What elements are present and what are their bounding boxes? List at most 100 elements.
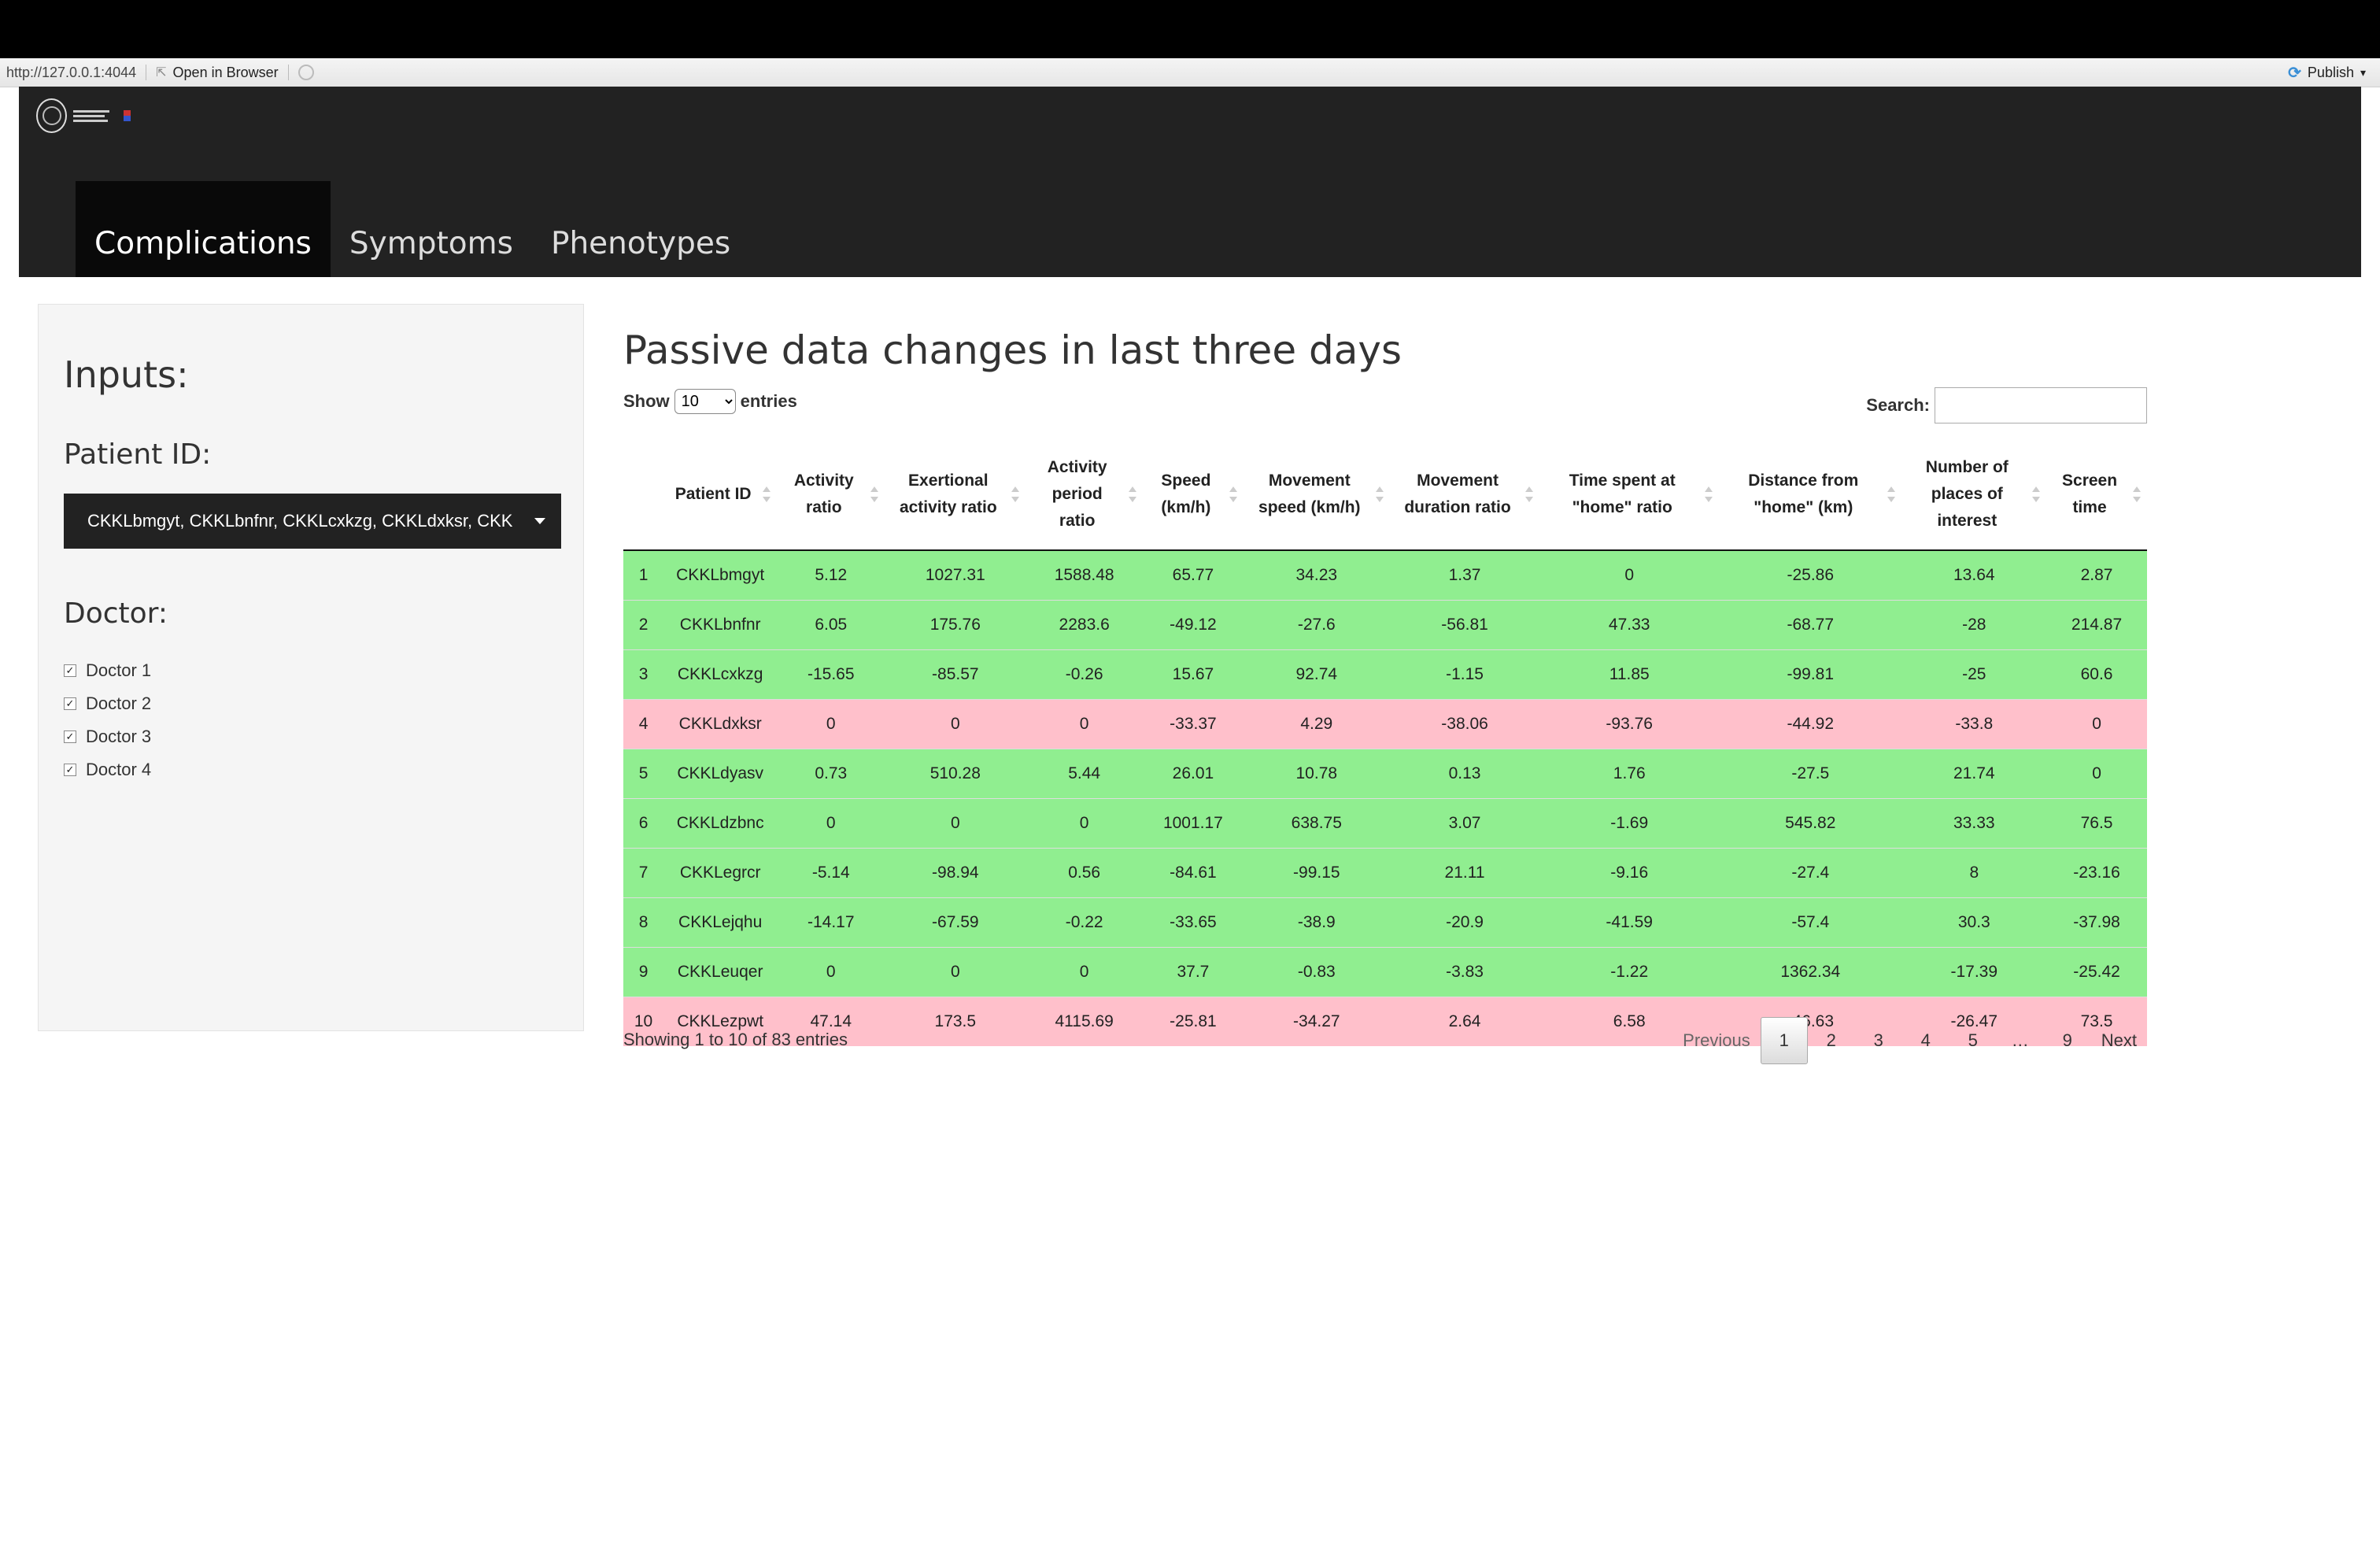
table-row[interactable]: 6 CKKLdzbnc 0 0 0 1001.17 638.75 3.07 -1.69 545.8… (623, 798, 2147, 849)
refresh-icon[interactable] (298, 65, 314, 80)
page-button-4[interactable]: 4 (1920, 1030, 1931, 1050)
table-cell: CKKLejqhu (663, 897, 778, 948)
publish-button[interactable]: ⟳ Publish ▾ (2288, 63, 2366, 83)
open-in-browser-button[interactable]: ⇱ Open in Browser (156, 65, 278, 81)
checkbox[interactable]: ✓ (64, 764, 76, 776)
tab-phenotypes[interactable]: Phenotypes (550, 226, 731, 261)
column-header[interactable]: Movement duration ratio (1389, 439, 1540, 551)
doctor-checkbox-item[interactable]: ✓ Doctor 1 (64, 654, 151, 687)
table-cell: -27.5 (1719, 749, 1902, 799)
doctor-checkbox-item[interactable]: ✓ Doctor 2 (64, 687, 151, 720)
table-cell: -85.57 (885, 649, 1026, 700)
column-header[interactable]: Number of places of interest (1901, 439, 2047, 551)
page-length-select[interactable]: 10 (674, 389, 736, 414)
table-cell: -1.69 (1539, 798, 1720, 849)
table-row[interactable]: 2 CKKLbnfnr 6.05 175.76 2283.6 -49.12 -27.6 -56… (623, 600, 2147, 650)
table-cell: -99.81 (1719, 649, 1902, 700)
doctor-label: Doctor: (64, 597, 168, 630)
table-cell: 1.37 (1389, 549, 1540, 601)
doctor-checkbox-item[interactable]: ✓ Doctor 3 (64, 720, 151, 753)
column-header[interactable]: Screen time (2046, 439, 2147, 551)
previous-page-button[interactable]: Previous (1683, 1030, 1750, 1050)
table-cell: 0 (885, 798, 1026, 849)
column-header[interactable]: Distance from "home" (km) (1719, 439, 1902, 551)
table-cell: 37.7 (1143, 947, 1244, 997)
table-cell: 2283.6 (1026, 600, 1144, 650)
next-page-button[interactable]: Next (2101, 1030, 2137, 1050)
column-header[interactable]: Activity period ratio (1026, 439, 1144, 551)
table-row[interactable]: 7 CKKLegrcr -5.14 -98.94 0.56 -84.61 -99.15 21.… (623, 848, 2147, 898)
table-cell: CKKLegrcr (663, 848, 778, 898)
table-cell: 6.05 (777, 600, 885, 650)
doctor-checkbox-item[interactable]: ✓ Doctor 4 (64, 753, 151, 786)
table-row[interactable]: 5 CKKLdyasv 0.73 510.28 5.44 26.01 10.78 0.13 1.… (623, 749, 2147, 799)
table-cell: -1.15 (1389, 649, 1540, 700)
logo-wordmark (73, 109, 110, 122)
nav-tabs: Complications Symptoms Phenotypes (76, 181, 749, 277)
column-header[interactable]: Time spent at "home" ratio (1539, 439, 1720, 551)
table-cell: 34.23 (1243, 549, 1390, 601)
row-index-cell: 1 (623, 549, 664, 601)
table-cell: 0.73 (777, 749, 885, 799)
tab-complications[interactable]: Complications (76, 181, 331, 277)
table-cell: 0.13 (1389, 749, 1540, 799)
column-header (623, 439, 664, 551)
table-cell: -46.63 (1719, 997, 1902, 1046)
doctor-checkbox-label: Doctor 2 (86, 693, 152, 713)
publish-icon: ⟳ (2288, 65, 2301, 82)
column-header[interactable]: Activity ratio (777, 439, 885, 551)
checkbox[interactable]: ✓ (64, 730, 76, 743)
table-cell: 2.87 (2046, 549, 2147, 601)
table-cell: 0 (885, 947, 1026, 997)
table-cell: 76.5 (2046, 798, 2147, 849)
patient-id-select[interactable]: CKKLbmgyt, CKKLbnfnr, CKKLcxkzg, CKKLdxk… (64, 494, 561, 549)
table-cell: 73.5 (2046, 997, 2147, 1046)
page-length-control: Show 10 entries (623, 389, 797, 414)
table-cell: 3.07 (1389, 798, 1540, 849)
table-row[interactable]: 1 CKKLbmgyt 5.12 1027.31 1588.48 65.77 34.23 1.… (623, 549, 2147, 601)
table-row[interactable]: 9 CKKLeuqer 0 0 0 37.7 -0.83 -3.83 -1.22 1362.34-… (623, 947, 2147, 997)
column-header[interactable]: Movement speed (km/h) (1243, 439, 1390, 551)
column-header-label: Time spent at "home" ratio (1569, 472, 1676, 516)
navbar: Complications Symptoms Phenotypes (19, 87, 2361, 277)
pagination: Previous 1 2 3 4 5 … 9 Next (1672, 1017, 2147, 1064)
table-cell: -41.59 (1539, 897, 1720, 948)
sort-icon (2032, 486, 2041, 502)
flag-icon (124, 110, 131, 121)
table-cell: -15.65 (777, 649, 885, 700)
table-cell: 5.12 (777, 549, 885, 601)
column-header[interactable]: Patient ID (663, 439, 778, 551)
table-cell: CKKLdzbnc (663, 798, 778, 849)
table-cell: 26.01 (1143, 749, 1244, 799)
table-cell: 8 (1901, 848, 2047, 898)
viewer-toolbar: http://127.0.0.1:4044 ⇱ Open in Browser … (0, 58, 2380, 87)
table-cell: -1.22 (1539, 947, 1720, 997)
table-row[interactable]: 4 CKKLdxksr 0 0 0 -33.37 4.29 -38.06 -93.76 -44.9… (623, 699, 2147, 749)
page-button-1[interactable]: 1 (1760, 1017, 1808, 1064)
page-title: Passive data changes in last three days (623, 327, 1402, 373)
table-cell: -98.94 (885, 848, 1026, 898)
sort-icon (1887, 486, 1896, 502)
table-cell: -20.9 (1389, 897, 1540, 948)
page-button-2[interactable]: 2 (1826, 1030, 1836, 1050)
table-search: Search: (1866, 387, 2147, 423)
checkbox[interactable]: ✓ (64, 664, 76, 677)
doctor-checkbox-label: Doctor 4 (86, 760, 152, 779)
table-row[interactable]: 10 CKKLezpwt 47.14 173.5 4115.69 -25.81 -34.27… (623, 997, 2147, 1046)
page-button-3[interactable]: 3 (1873, 1030, 1883, 1050)
search-input[interactable] (1935, 387, 2147, 423)
table-row[interactable]: 8 CKKLejqhu -14.17 -67.59 -0.22 -33.65 -38.9 -2… (623, 897, 2147, 948)
sort-icon (1375, 486, 1384, 502)
tab-symptoms[interactable]: Symptoms (349, 226, 513, 261)
table-row[interactable]: 3 CKKLcxkzg -15.65 -85.57 -0.26 15.67 92.74 -1.… (623, 649, 2147, 700)
checkbox[interactable]: ✓ (64, 697, 76, 710)
table-cell: 60.6 (2046, 649, 2147, 700)
sort-icon (2133, 486, 2141, 502)
page-button-9[interactable]: 9 (2062, 1030, 2072, 1050)
column-header[interactable]: Exertional activity ratio (885, 439, 1026, 551)
url-text: http://127.0.0.1:4044 (6, 64, 137, 80)
page-button-5[interactable]: 5 (1968, 1030, 1978, 1050)
table-cell: 30.3 (1901, 897, 2047, 948)
table-cell: 47.33 (1539, 600, 1720, 650)
column-header[interactable]: Speed (km/h) (1143, 439, 1244, 551)
